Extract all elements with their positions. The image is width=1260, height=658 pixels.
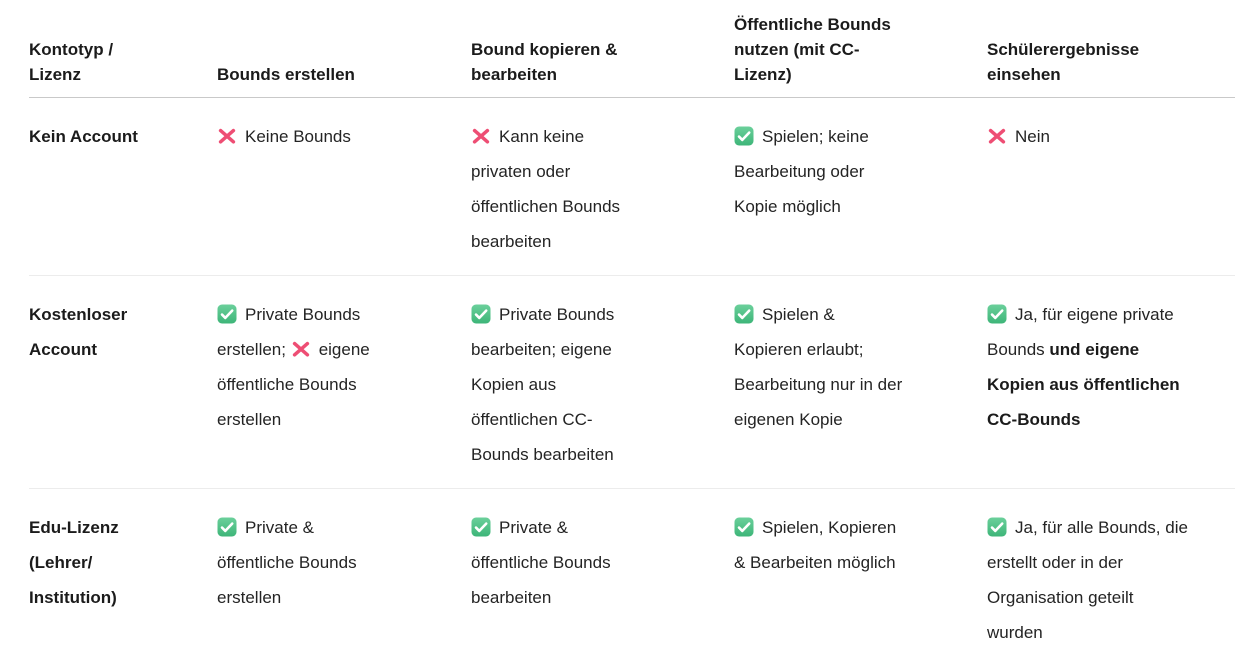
column-header-ergebnisse: Schülerergebnisse einsehen [987,0,1235,98]
check-icon [471,304,491,324]
cell-text: Private Bounds bearbeiten; eigene Kopien… [471,305,615,464]
cell-text: Private Bounds erstellen; [217,305,361,359]
column-header-kontotyp: Kontotyp / Lizenz [29,0,217,98]
permission-cell: Kann keine privaten oder öffentlichen Bo… [471,97,734,276]
cell-text: Spielen & Kopieren erlaubt; Bearbeitung … [734,305,903,429]
cell-text: eigene öffentliche Bounds erstellen [217,340,370,429]
permission-cell: Private & öffentliche Bounds bearbeiten [471,489,734,658]
x-icon [987,126,1007,146]
check-icon [734,126,754,146]
permission-cell: Private Bounds erstellen; eigene öffentl… [217,275,471,489]
row-label: Kostenloser Account [29,275,217,489]
table-body: Kein Account Keine Bounds Kann keine priva… [29,97,1235,658]
check-icon [734,304,754,324]
cell-text: Ja, für eigene private Bounds [987,305,1174,359]
check-icon [987,304,1007,324]
account-permissions-table: Kontotyp / Lizenz Bounds erstellen Bound k… [29,0,1235,658]
permission-cell: Ja, für alle Bounds, die erstellt oder i… [987,489,1235,658]
permission-cell: Spielen & Kopieren erlaubt; Bearbeitung … [734,275,987,489]
x-icon [471,126,491,146]
permission-cell: Private Bounds bearbeiten; eigene Kopien… [471,275,734,489]
cell-text: Spielen; keine Bearbeitung oder Kopie mö… [734,127,869,216]
permission-cell: Ja, für eigene private Bounds und eigene… [987,275,1235,489]
table-row: Kostenloser Account Private Bounds erstel… [29,275,1235,489]
table-header: Kontotyp / Lizenz Bounds erstellen Bound k… [29,0,1235,98]
row-label: Kein Account [29,97,217,276]
cell-text: Ja, für alle Bounds, die erstellt oder i… [987,518,1188,642]
permission-cell: Keine Bounds [217,97,471,276]
permission-cell: Spielen; keine Bearbeitung oder Kopie mö… [734,97,987,276]
cell-text: Keine Bounds [245,127,351,146]
column-header-nutzen: Öffentliche Bounds nutzen (mit CC- Lizen… [734,0,987,98]
check-icon [217,304,237,324]
x-icon [291,339,311,359]
cell-text: und eigene Kopien aus öffentlichen CC-Bo… [987,340,1180,429]
x-icon [217,126,237,146]
cell-text: Private & öffentliche Bounds erstellen [217,518,357,607]
cell-text: Nein [1015,127,1050,146]
column-header-kopieren: Bound kopieren & bearbeiten [471,0,734,98]
cell-text: Spielen, Kopieren & Bearbeiten möglich [734,518,897,572]
check-icon [734,517,754,537]
check-icon [987,517,1007,537]
permission-cell: Spielen, Kopieren & Bearbeiten möglich [734,489,987,658]
permission-cell: Nein [987,97,1235,276]
table-row: Edu-Lizenz (Lehrer/ Institution) Private … [29,489,1235,658]
permission-cell: Private & öffentliche Bounds erstellen [217,489,471,658]
check-icon [471,517,491,537]
check-icon [217,517,237,537]
cell-text: Kann keine privaten oder öffentlichen Bo… [471,127,621,251]
table-row: Kein Account Keine Bounds Kann keine priva… [29,97,1235,276]
header-row: Kontotyp / Lizenz Bounds erstellen Bound k… [29,0,1235,98]
column-header-erstellen: Bounds erstellen [217,0,471,98]
row-label: Edu-Lizenz (Lehrer/ Institution) [29,518,119,607]
cell-text: Private & öffentliche Bounds bearbeiten [471,518,611,607]
